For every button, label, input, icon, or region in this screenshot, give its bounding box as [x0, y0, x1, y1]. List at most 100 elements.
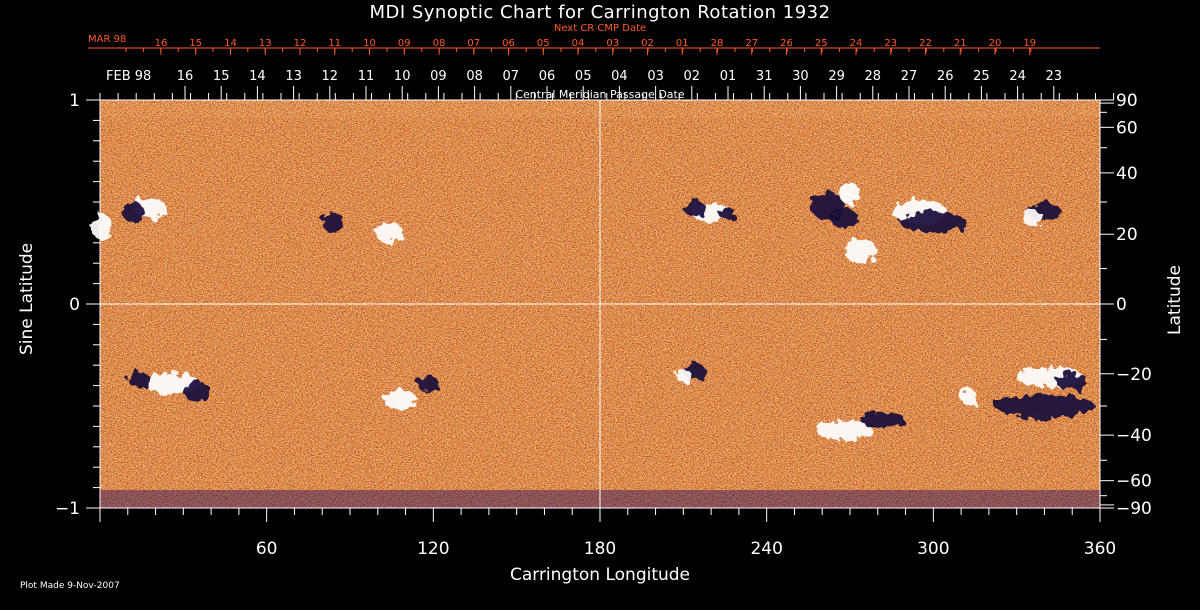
- y-tick-label-right: 20: [1116, 225, 1138, 245]
- active-region-blob: [900, 212, 967, 233]
- plot-footer: Plot Made 9-Nov-2007: [20, 581, 120, 591]
- next-cr-tick-label: 22: [919, 38, 932, 49]
- active-region-blob: [844, 238, 878, 264]
- next-cr-tick-label: 14: [224, 38, 237, 49]
- next-cr-tick-label: 23: [884, 38, 897, 49]
- cmp-tick-label: 04: [611, 69, 628, 84]
- next-cr-tick-label: 19: [1023, 38, 1036, 49]
- next-cr-tick-label: 09: [398, 38, 411, 49]
- y-tick-label-left: 1: [69, 91, 80, 111]
- next-cr-tick-label: 25: [815, 38, 828, 49]
- chart-title: MDI Synoptic Chart for Carrington Rotati…: [369, 2, 831, 23]
- cmp-tick-label: 14: [249, 69, 266, 84]
- next-cr-tick-label: 21: [954, 38, 967, 49]
- active-region-blob: [675, 369, 692, 382]
- y-tick-label-right: 0: [1116, 295, 1127, 315]
- cmp-tick-label: 01: [720, 69, 737, 84]
- next-cr-tick-label: 11: [328, 38, 341, 49]
- x-tick-label: 360: [1084, 539, 1116, 559]
- next-cr-tick-label: 06: [502, 38, 515, 49]
- x-tick-label: 240: [750, 539, 782, 559]
- active-region-blob: [1055, 373, 1089, 390]
- cmp-month-label: FEB 98: [106, 69, 151, 84]
- cmp-tick-label: 24: [1009, 69, 1026, 84]
- active-region-blob: [683, 199, 706, 217]
- y-tick-label-right: 90: [1116, 91, 1138, 111]
- cmp-tick-label: 11: [358, 69, 375, 84]
- active-region-blob: [90, 214, 113, 239]
- next-cr-tick-label: 07: [467, 38, 480, 49]
- next-cr-tick-label: 15: [189, 38, 202, 49]
- x-axis-label: Carrington Longitude: [509, 565, 691, 585]
- cmp-tick-label: 08: [466, 69, 483, 84]
- next-cr-tick-label: 12: [294, 38, 307, 49]
- active-region-blob: [127, 371, 150, 388]
- y-tick-label-left: 0: [69, 295, 80, 315]
- active-region-blob: [183, 381, 212, 402]
- next-cr-tick-label: 08: [433, 38, 446, 49]
- cmp-tick-label: 13: [285, 69, 302, 84]
- active-region-blob: [383, 389, 417, 411]
- active-region-blob: [1022, 210, 1045, 227]
- cmp-tick-label: 23: [1046, 69, 1063, 84]
- next-cr-tick-label: 28: [711, 38, 724, 49]
- cmp-tick-label: 02: [684, 69, 701, 84]
- next-cr-tick-label: 24: [850, 38, 863, 49]
- y-tick-label-right: −90: [1116, 499, 1152, 519]
- cmp-tick-label: 31: [756, 69, 773, 84]
- y-tick-label-right: 60: [1116, 118, 1138, 138]
- next-cr-tick-label: 27: [745, 38, 758, 49]
- active-region-blob: [838, 183, 862, 205]
- active-region-blob: [122, 202, 145, 223]
- cmp-tick-label: 03: [647, 69, 664, 84]
- next-cr-tick-label: 16: [155, 38, 168, 49]
- active-region-blob: [375, 222, 403, 243]
- cmp-tick-label: 07: [503, 69, 520, 84]
- active-region-blob: [994, 393, 1095, 419]
- next-cr-tick-label: 05: [537, 38, 550, 49]
- cmp-axis-title: Central Meridian Passage Date: [515, 88, 685, 101]
- x-tick-label: 180: [584, 539, 616, 559]
- active-region-blob: [322, 212, 345, 233]
- next-cr-axis-title: Next CR CMP Date: [553, 23, 647, 34]
- y-tick-label-left: −1: [55, 499, 80, 519]
- active-region-blob: [416, 375, 439, 392]
- y-tick-label-right: 40: [1116, 164, 1138, 184]
- cmp-tick-label: 09: [430, 69, 447, 84]
- y-tick-label-right: −60: [1116, 472, 1152, 492]
- x-tick-label: 120: [417, 539, 449, 559]
- cmp-tick-label: 05: [575, 69, 592, 84]
- cmp-tick-label: 10: [394, 69, 411, 84]
- cmp-tick-label: 16: [177, 69, 194, 84]
- active-regions: [90, 183, 1095, 441]
- cmp-tick-label: 25: [973, 69, 990, 84]
- next-cr-tick-label: 03: [606, 38, 619, 49]
- active-region-blob: [816, 420, 873, 441]
- cmp-tick-label: 29: [828, 69, 845, 84]
- x-tick-label: 300: [917, 539, 949, 559]
- cmp-tick-label: 28: [865, 69, 882, 84]
- y-tick-label-right: −20: [1116, 365, 1152, 385]
- reference-lines: [100, 100, 1100, 508]
- next-cr-tick-label: 26: [780, 38, 793, 49]
- cmp-tick-label: 30: [792, 69, 809, 84]
- next-cr-month-label: MAR 98: [88, 34, 126, 45]
- next-cr-tick-label: 13: [259, 38, 272, 49]
- next-cr-tick-label: 01: [676, 38, 689, 49]
- x-tick-label: 60: [256, 539, 278, 559]
- active-region-blob: [719, 208, 737, 221]
- next-cr-tick-label: 02: [641, 38, 654, 49]
- axes: 60 120 180 240 300 36010−1906040200−20−40−60−…: [55, 34, 1152, 559]
- cmp-tick-label: 26: [937, 69, 954, 84]
- active-region-blob: [961, 389, 978, 406]
- cmp-tick-label: 27: [901, 69, 918, 84]
- active-region-blob: [830, 208, 859, 229]
- y-tick-label-right: −40: [1116, 426, 1152, 446]
- next-cr-tick-label: 20: [989, 38, 1002, 49]
- active-region-blob: [861, 412, 906, 429]
- cmp-tick-label: 06: [539, 69, 556, 84]
- next-cr-tick-label: 10: [363, 38, 376, 49]
- cmp-tick-label: 15: [213, 69, 230, 84]
